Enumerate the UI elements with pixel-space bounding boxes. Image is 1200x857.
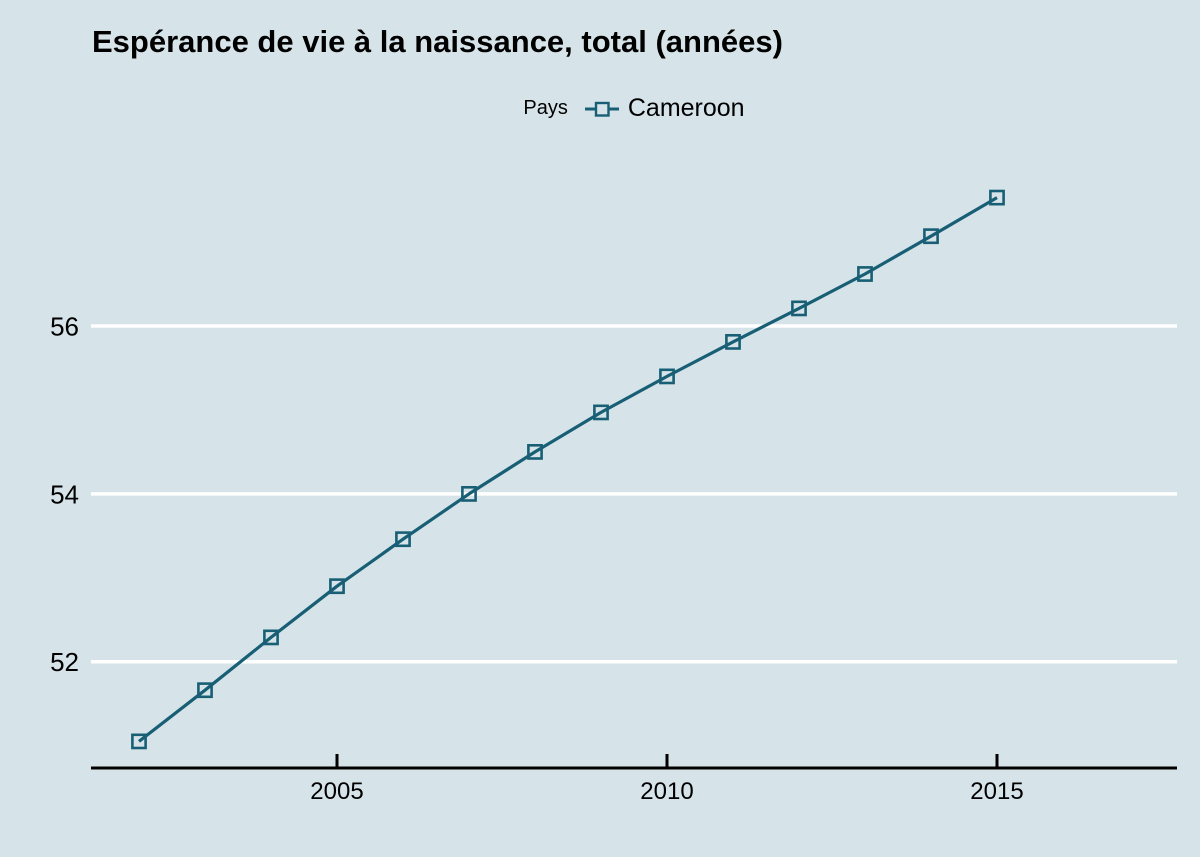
data-point-marker (197, 682, 213, 699)
data-point-marker (593, 404, 609, 421)
data-point-marker (989, 189, 1005, 206)
data-point-marker (857, 266, 873, 282)
data-point-marker (329, 578, 345, 595)
legend-series-label: Cameroon (627, 94, 745, 122)
data-point-marker (527, 443, 543, 460)
legend-title: Pays (523, 97, 568, 119)
data-line (138, 196, 998, 743)
y-tick-label: 56 (50, 312, 79, 342)
data-point-marker (395, 531, 411, 548)
x-tick-label: 2005 (310, 778, 363, 805)
data-point-marker (131, 733, 147, 750)
y-tick-label: 52 (50, 647, 79, 677)
x-tick-label: 2015 (970, 778, 1023, 805)
data-point-marker (461, 485, 477, 502)
data-point-marker (725, 333, 741, 350)
data-point-marker (659, 368, 675, 385)
legend: Pays Cameroon (91, 94, 1177, 123)
data-point-marker (791, 300, 807, 317)
data-point-marker (923, 228, 939, 245)
data-point-marker (263, 629, 279, 646)
legend-marker-icon (584, 101, 619, 117)
chart-title: Espérance de vie à la naissance, total (… (92, 24, 783, 59)
x-tick-label: 2010 (640, 778, 693, 805)
y-tick-label: 54 (50, 479, 79, 509)
